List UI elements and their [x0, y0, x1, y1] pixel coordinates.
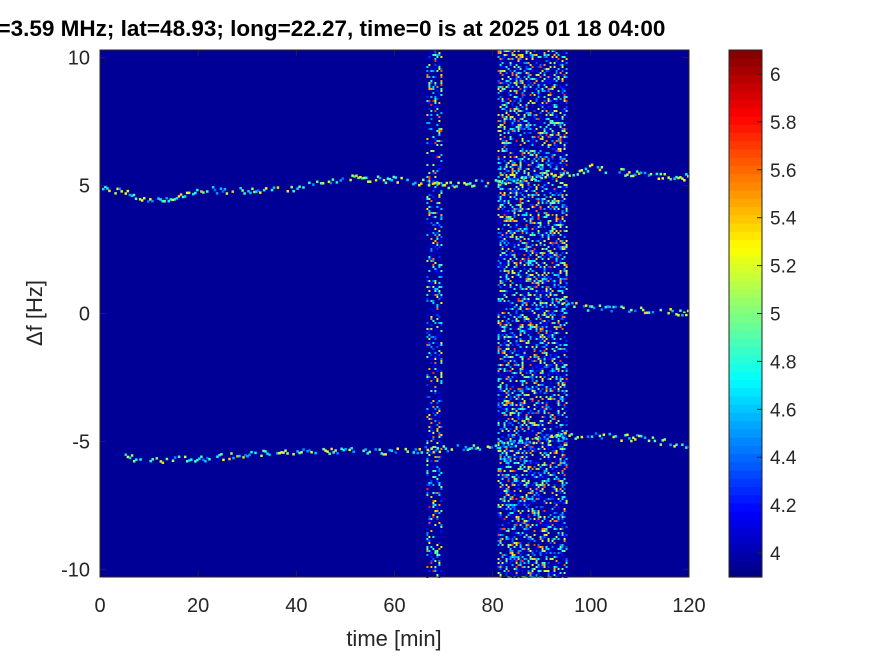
chart-title: f=3.59 MHz; lat=48.93; long=22.27, time=…	[0, 16, 666, 41]
signal-trace	[557, 298, 690, 317]
colorbar-tick-label: 4.4	[770, 448, 797, 469]
y-tick-label: -5	[72, 431, 90, 453]
colorbar-tick-label: 5.6	[770, 161, 796, 182]
y-tick-label: 0	[79, 304, 90, 326]
colorbar-tick-label: 4.6	[770, 400, 796, 421]
x-tick-label: 80	[482, 595, 504, 617]
colorbar-tick-label: 4.8	[770, 352, 796, 373]
x-tick-label: 40	[285, 595, 307, 617]
x-axis-label: time [min]	[346, 626, 441, 651]
colorbar-tick-label: 4	[770, 544, 781, 565]
signal-trace	[124, 431, 690, 465]
colorbar: 6 5.8 5.6 5.4 5.2 5 4.8 4.6 4.4 4.2 4	[728, 49, 797, 578]
plot-area	[100, 50, 690, 578]
y-axis-label: Δf [Hz]	[22, 280, 47, 346]
colorbar-tick-label: 4.2	[770, 496, 796, 517]
y-tick-label: -10	[61, 559, 90, 581]
heatmap-background	[100, 50, 689, 577]
x-tick-label: 20	[187, 595, 209, 617]
y-tick-label: 5	[79, 176, 90, 198]
colorbar-tick-label: 5	[770, 305, 781, 326]
colorbar-tick-label: 6	[770, 65, 781, 86]
noise-band	[426, 50, 443, 578]
signal-trace	[102, 163, 690, 203]
x-tick-label: 0	[94, 595, 105, 617]
axes: 0 20 40 60 80 100 120 10 5 0 -5 -10	[61, 48, 706, 617]
x-tick-label: 120	[672, 595, 705, 617]
y-tick-label: 10	[68, 48, 90, 70]
colorbar-tick-label: 5.8	[770, 113, 796, 134]
colorbar-tick-label: 5.2	[770, 257, 796, 278]
noise-band	[497, 50, 568, 578]
x-tick-label: 60	[383, 595, 405, 617]
x-tick-label: 100	[574, 595, 607, 617]
colorbar-tick-label: 5.4	[770, 209, 797, 230]
